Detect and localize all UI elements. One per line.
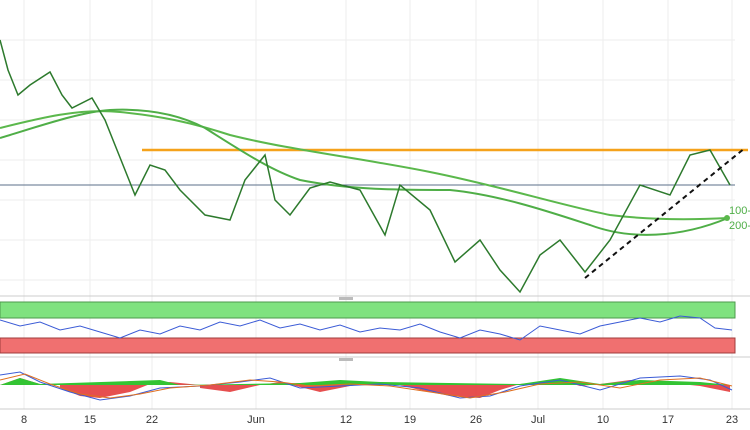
- ma-200-label: 200-: [729, 220, 750, 232]
- ma-100-label: 100-: [729, 205, 750, 217]
- x-tick-label: 19: [404, 414, 416, 426]
- rsi-overbought-zone: [0, 301, 736, 319]
- ma-100: [0, 110, 729, 221]
- x-tick-label: Jul: [531, 414, 545, 426]
- x-tick-label: 22: [146, 414, 158, 426]
- x-axis-labels: 8 15 22 Jun 12 19 26 Jul 10 17 23: [21, 414, 738, 426]
- x-tick-label: 15: [84, 414, 96, 426]
- signal-line: [0, 373, 733, 399]
- rsi-line: [0, 315, 733, 341]
- resize-handle[interactable]: [339, 297, 353, 300]
- x-tick-label: Jun: [247, 414, 265, 426]
- x-tick-label: 10: [597, 414, 609, 426]
- macd-line: [0, 371, 733, 401]
- rsi-oversold-zone: [0, 337, 736, 354]
- x-tick-label: 17: [662, 414, 674, 426]
- ma-200: [0, 108, 729, 236]
- resize-handle[interactable]: [339, 358, 353, 361]
- x-tick-label: 26: [470, 414, 482, 426]
- price-series: [0, 39, 731, 294]
- grid: [0, 0, 735, 409]
- x-tick-label: 8: [21, 414, 27, 426]
- ma-endpoint: [724, 215, 730, 221]
- x-tick-label: 23: [726, 414, 738, 426]
- trend-line: [584, 147, 746, 279]
- x-tick-label: 12: [340, 414, 352, 426]
